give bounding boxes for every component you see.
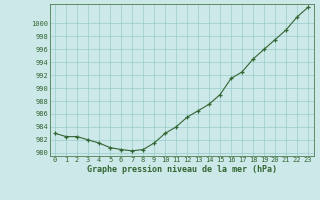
X-axis label: Graphe pression niveau de la mer (hPa): Graphe pression niveau de la mer (hPa) [87, 165, 276, 174]
